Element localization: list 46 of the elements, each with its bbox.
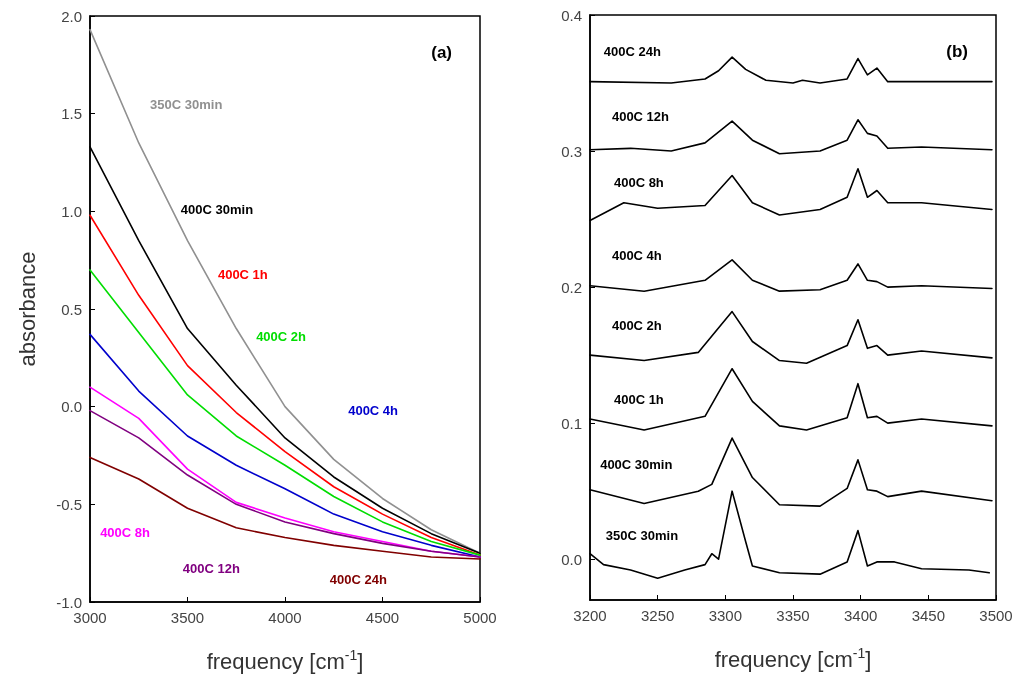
series-label: 400C 30min bbox=[600, 457, 673, 473]
y-tick-label: 1.5 bbox=[61, 105, 82, 123]
series-label: 400C 24h bbox=[329, 571, 387, 587]
annotation: (b) bbox=[946, 42, 969, 61]
line-series bbox=[89, 214, 481, 556]
x-tick-label: 3450 bbox=[911, 607, 946, 624]
y-tick-label: 0.0 bbox=[61, 398, 82, 416]
series-label: 400C 4h bbox=[611, 248, 662, 264]
y-tick-label: 0.2 bbox=[561, 278, 582, 296]
y-tick-label: 0.5 bbox=[61, 300, 82, 318]
x-tick-label: 3500 bbox=[170, 609, 205, 626]
y-tick-label: -0.5 bbox=[56, 495, 82, 513]
x-tick-label: 4500 bbox=[365, 609, 400, 626]
series-label: 400C 1h bbox=[613, 392, 664, 408]
y-tick-label: 0.3 bbox=[561, 142, 582, 160]
x-tick-label: 3300 bbox=[708, 607, 743, 624]
series-label: 400C 2h bbox=[611, 317, 662, 333]
series-label: 350C 30min bbox=[150, 97, 223, 113]
x-tick-label: 3400 bbox=[843, 607, 878, 624]
series-label: 400C 12h bbox=[611, 108, 670, 124]
line-series bbox=[89, 456, 481, 560]
series-label: 400C 8h bbox=[613, 175, 664, 191]
x-tick-label: 3350 bbox=[776, 607, 810, 624]
y-tick-label: 0.4 bbox=[561, 6, 582, 24]
y-tick-label: -1.0 bbox=[56, 593, 82, 611]
x-tick-label: 5000 bbox=[463, 609, 497, 626]
x-tick-label: 3200 bbox=[573, 607, 607, 624]
annotation: (a) bbox=[431, 43, 452, 62]
y-axis-title: absorbance bbox=[14, 251, 40, 367]
series-label: 350C 30min bbox=[605, 527, 679, 543]
text: 400C 2h bbox=[256, 329, 307, 345]
x-tick-label: 3500 bbox=[979, 607, 1013, 624]
y-tick-label: 0.1 bbox=[561, 414, 582, 432]
text: 400C 12h bbox=[182, 561, 240, 577]
x-tick-label: 4000 bbox=[268, 609, 302, 626]
text: 400C 1h bbox=[217, 266, 268, 282]
line-series bbox=[89, 269, 481, 556]
y-tick-label: 2.0 bbox=[61, 7, 82, 25]
text: 400C 8h bbox=[100, 524, 151, 540]
y-tick-label: 0.0 bbox=[561, 550, 582, 568]
x-tick-label: 3000 bbox=[73, 609, 107, 626]
y-tick-label: 1.0 bbox=[61, 202, 82, 220]
text: 400C 30min bbox=[180, 201, 254, 217]
x-tick-label: 3250 bbox=[640, 607, 675, 624]
series-label: 400C 24h bbox=[603, 44, 661, 60]
text: 400C 4h bbox=[348, 402, 399, 418]
